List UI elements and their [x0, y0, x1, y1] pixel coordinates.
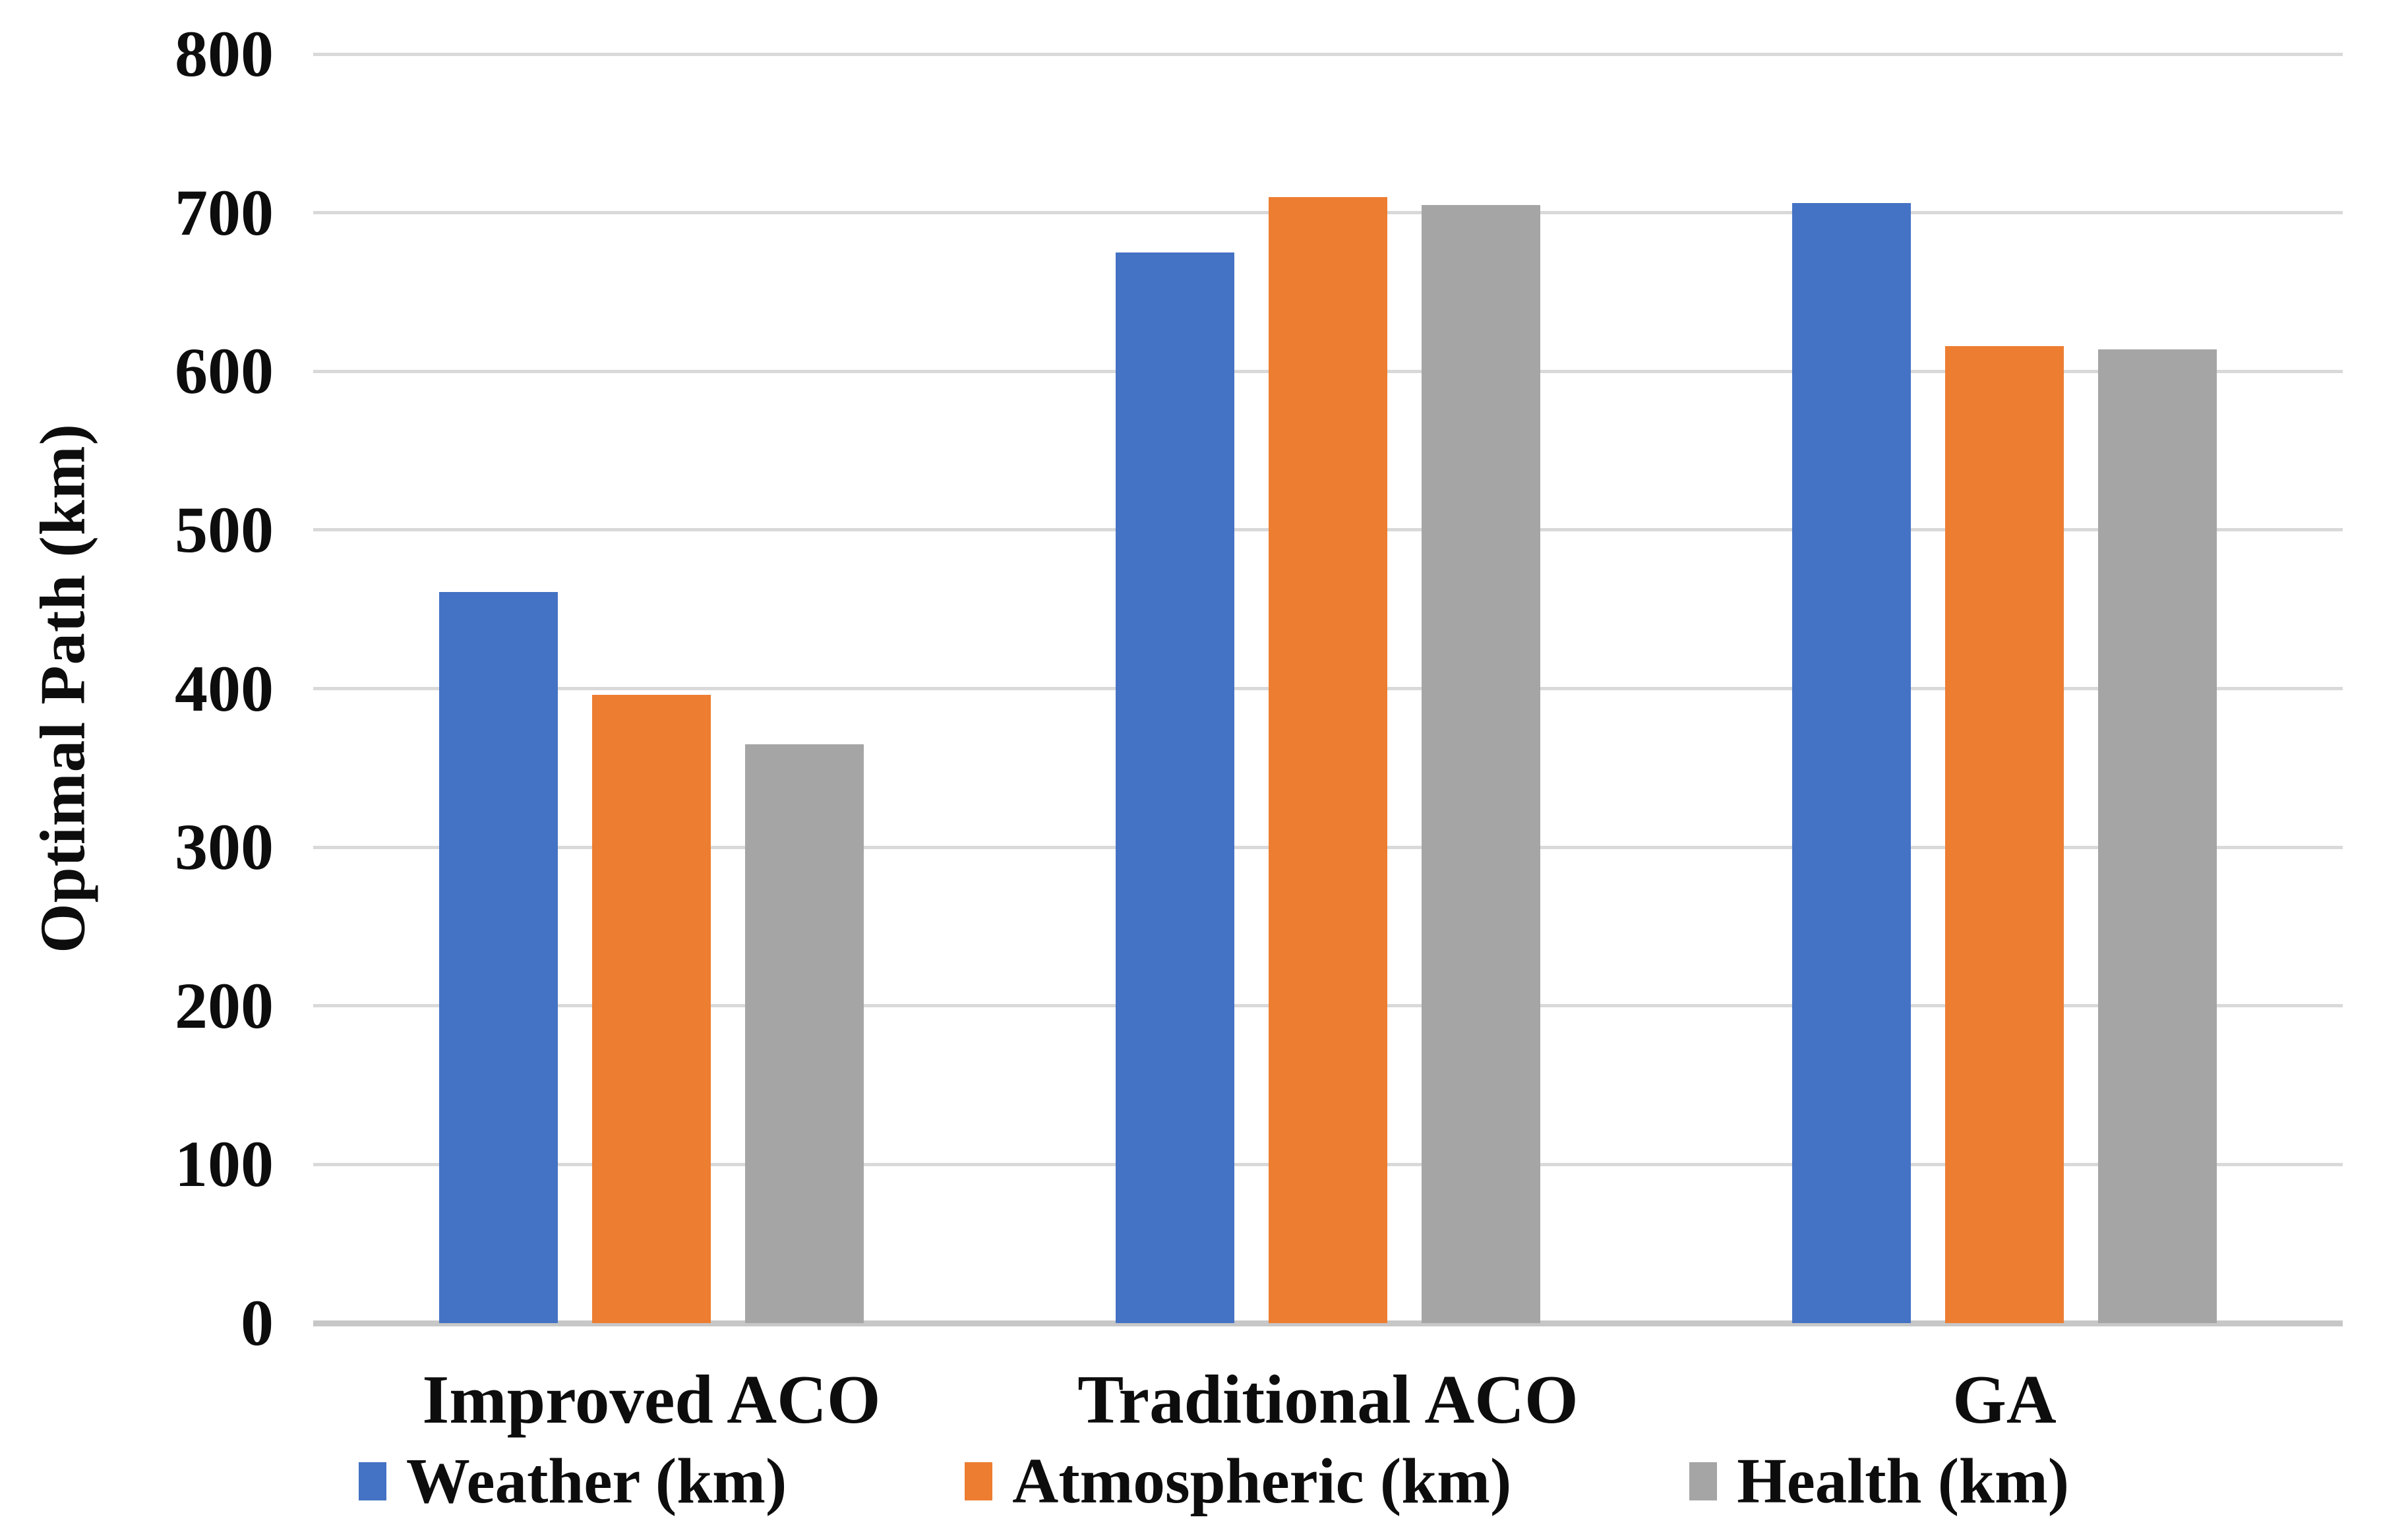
plot-area: [313, 52, 2343, 1326]
bar-health-traditional-aco: [1422, 204, 1540, 1323]
legend-item-weather: Weather (km): [358, 1445, 787, 1518]
bar-weather-traditional-aco: [1116, 252, 1234, 1323]
bar-atmospheric-traditional-aco: [1269, 196, 1387, 1323]
legend-label: Weather (km): [406, 1446, 787, 1516]
legend-item-atmospheric: Atmospheric (km): [965, 1445, 1511, 1518]
bar-atmospheric-ga: [1945, 345, 2064, 1323]
y-tick-label-200: 200: [175, 968, 274, 1042]
category-label-ga: GA: [1952, 1361, 2057, 1438]
bar-atmospheric-improved-aco: [592, 695, 711, 1323]
bar-health-improved-aco: [745, 744, 864, 1323]
bar-health-ga: [2098, 349, 2217, 1323]
legend: Weather (km) Atmospheric (km) Health (km): [86, 1445, 2342, 1518]
category-label-improved-aco: Improved ACO: [422, 1361, 881, 1438]
y-tick-label-600: 600: [175, 334, 274, 408]
y-tick-label-800: 800: [175, 17, 274, 90]
legend-marker-weather-icon: [358, 1462, 386, 1500]
y-tick-label-0: 0: [241, 1286, 274, 1359]
y-tick-label-100: 100: [175, 1127, 274, 1201]
legend-label: Health (km): [1737, 1446, 2070, 1516]
legend-marker-health-icon: [1689, 1462, 1718, 1500]
y-tick-label-400: 400: [175, 651, 274, 725]
gridline-800: [313, 52, 2343, 56]
y-tick-label-700: 700: [175, 175, 274, 249]
x-axis-baseline: [313, 1320, 2343, 1326]
category-label-traditional-aco: Traditional ACO: [1077, 1361, 1579, 1438]
y-tick-label-500: 500: [175, 492, 274, 566]
legend-item-health: Health (km): [1689, 1445, 2069, 1518]
bar-weather-improved-aco: [439, 591, 558, 1323]
y-tick-label-300: 300: [175, 810, 274, 884]
bar-weather-ga: [1792, 203, 1911, 1323]
legend-label: Atmospheric (km): [1012, 1446, 1512, 1516]
legend-marker-atmospheric-icon: [965, 1462, 993, 1500]
